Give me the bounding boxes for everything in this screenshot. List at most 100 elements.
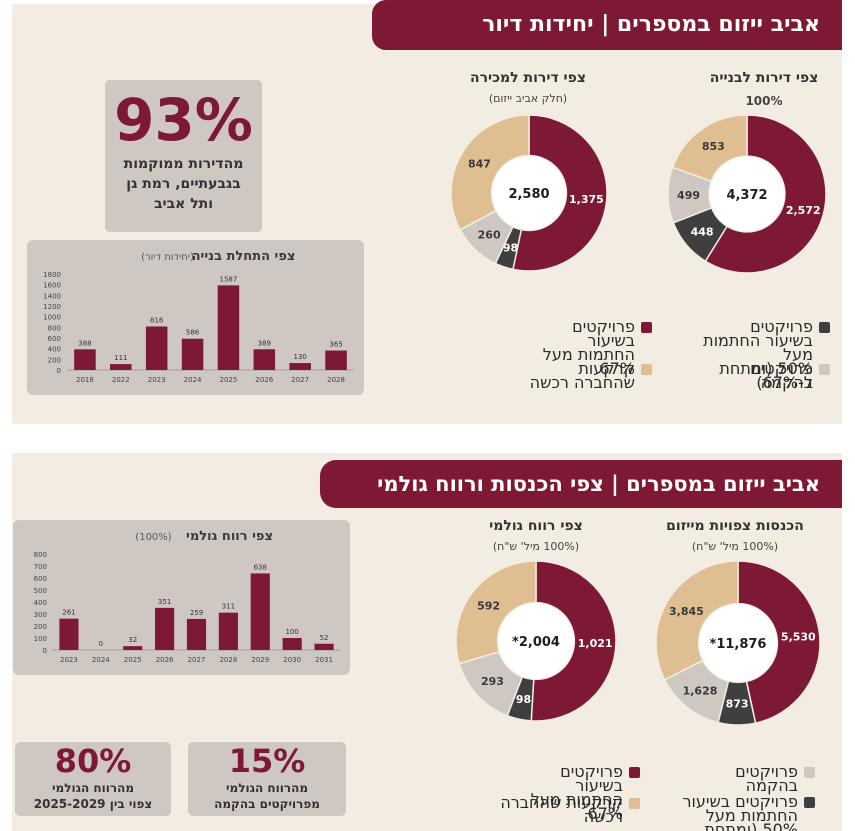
donut-slice-label-0: 2,572 bbox=[786, 204, 821, 217]
bar-2023 bbox=[145, 326, 168, 370]
donut-slice-label-3: 853 bbox=[702, 140, 725, 153]
legend-tan-bottom: קרקעות שהחברה רכשה bbox=[500, 795, 640, 825]
bar-chart-subtitle: (יחידות דיור) bbox=[141, 252, 194, 263]
x-tick-label: 2024 bbox=[92, 656, 110, 664]
bar-value-label: 0 bbox=[99, 640, 103, 648]
y-tick-label: 600 bbox=[34, 575, 47, 583]
bar-chart-profit: צפי רווח גולמי (100%) 0 100 200 300 400 500 600 7… bbox=[34, 529, 340, 664]
bar-value-label: 32 bbox=[128, 636, 137, 644]
bar-value-label: 638 bbox=[254, 563, 267, 571]
bottom-banner-title: אביב ייזום במספרים | צפי הכנסות ורווח גו… bbox=[320, 460, 842, 508]
legend-swatch-charcoal bbox=[804, 797, 815, 808]
donut-profit-title: צפי רווח גולמי bbox=[489, 518, 583, 534]
stat-93-value: 93% bbox=[114, 86, 253, 154]
stat-80-line1: מהרווח הגולמי bbox=[51, 781, 134, 795]
x-tick-label: 2028 bbox=[219, 656, 237, 664]
donut-slice-3 bbox=[671, 114, 748, 183]
donut-center-value: 2,580 bbox=[508, 187, 549, 202]
x-tick-label: 2031 bbox=[315, 656, 333, 664]
y-tick-label: 300 bbox=[34, 611, 47, 619]
stat-box-93: 93% מהדירות ממוקמות בגבעתיים, רמת גן ותל… bbox=[105, 80, 262, 232]
donut-hole bbox=[498, 603, 574, 679]
legend-gray-text: פרויקטים בהקמה bbox=[735, 762, 798, 795]
bar-chart-profit-box: צפי רווח גולמי (100%) 0 100 200 300 400 500 600 7… bbox=[13, 520, 350, 675]
x-tick-label: 2028 bbox=[327, 376, 345, 384]
bar-value-label: 261 bbox=[62, 609, 75, 617]
donut-slice-label-3: 592 bbox=[477, 600, 500, 613]
y-tick-label: 1800 bbox=[43, 271, 61, 279]
bar-value-label: 816 bbox=[150, 316, 164, 324]
legend-charcoal-line2: 50% (ומתחת ל-67%) bbox=[704, 820, 798, 831]
donut-chart-build: 2,572 448 499 853 4,372 bbox=[667, 114, 827, 274]
bar-chart-title: צפי רווח גולמי bbox=[186, 529, 273, 544]
x-tick-label: 2030 bbox=[283, 656, 301, 664]
bar-2027 bbox=[186, 618, 207, 650]
donut-slice-0 bbox=[530, 560, 617, 722]
legend-maroon-text: פרויקטים בשיעור החתמות מעל 67% bbox=[540, 319, 635, 377]
x-tick-label: 2027 bbox=[188, 656, 206, 664]
legend-tan-top: קרקעות שהחברה רכשה bbox=[515, 359, 652, 392]
bar-2018 bbox=[74, 349, 96, 370]
donut-slice-3 bbox=[455, 560, 537, 665]
stat-80-line2: צפוי בין 2025-2029 bbox=[33, 797, 153, 811]
bar-value-label: 365 bbox=[329, 341, 342, 349]
donut-slice-label-0: 1,375 bbox=[569, 193, 604, 206]
donut-build-subtitle: 100% bbox=[745, 94, 783, 108]
bar-2024 bbox=[181, 338, 204, 370]
bar-2022 bbox=[110, 364, 132, 370]
x-tick-label: 2023 bbox=[60, 656, 78, 664]
donut-slice-label-3: 3,845 bbox=[669, 605, 704, 618]
y-tick-label: 800 bbox=[48, 324, 61, 332]
bar-2028 bbox=[325, 350, 347, 370]
legend-swatch-charcoal bbox=[819, 322, 830, 333]
donut-slice-0 bbox=[704, 114, 827, 274]
donut-build-title: צפי דירות לבנייה bbox=[709, 70, 819, 86]
y-tick-label: 500 bbox=[34, 587, 47, 595]
bar-2029 bbox=[250, 573, 270, 650]
y-tick-label: 700 bbox=[34, 563, 47, 571]
donut-slice-label-2: 260 bbox=[478, 229, 501, 242]
donut-sale-title: צפי דירות למכירה bbox=[469, 70, 587, 86]
bar-2026 bbox=[253, 349, 276, 370]
top-banner-title: אביב ייזום במספרים | יחידות דיור bbox=[372, 0, 842, 50]
y-tick-label: 200 bbox=[48, 356, 61, 364]
legend-tan-text: קרקעות שהחברה רכשה bbox=[529, 359, 635, 392]
x-tick-label: 2026 bbox=[255, 376, 273, 384]
legend-swatch-gray bbox=[804, 767, 815, 778]
legend-maroon-bottom: פרויקטים בשיעור החתמות מעל 67% bbox=[522, 762, 640, 823]
legend-maroon-top: פרויקטים בשיעור החתמות מעל 67% bbox=[540, 319, 652, 377]
donut-center-value: *11,876 bbox=[710, 637, 767, 652]
stat-93-line1: מהדירות ממוקמות bbox=[123, 156, 244, 172]
bar-2027 bbox=[289, 363, 311, 370]
y-tick-label: 1200 bbox=[43, 303, 61, 311]
bar-2031 bbox=[314, 643, 334, 650]
y-tick-label: 1000 bbox=[43, 314, 61, 322]
donut-slice-label-1: 873 bbox=[726, 698, 749, 711]
donut-slice-3 bbox=[450, 114, 530, 231]
donut-slice-label-1: 98 bbox=[516, 693, 531, 706]
bar-value-label: 586 bbox=[186, 329, 200, 337]
legend-maroon-line2: החתמות מעל 67% bbox=[530, 790, 623, 823]
donut-slice-0 bbox=[512, 114, 608, 272]
x-tick-label: 2025 bbox=[124, 656, 142, 664]
bar-value-label: 52 bbox=[320, 634, 329, 642]
bar-value-label: 388 bbox=[78, 339, 91, 347]
legend-maroon-line1: פרויקטים בשיעור bbox=[560, 762, 623, 795]
bar-value-label: 259 bbox=[190, 609, 203, 617]
y-tick-label: 800 bbox=[34, 551, 47, 559]
legend-swatch-maroon bbox=[641, 322, 652, 333]
donut-hole bbox=[699, 604, 777, 682]
y-tick-label: 1600 bbox=[43, 282, 61, 290]
stat-93-line3: ותל אביב bbox=[153, 196, 214, 212]
bar-value-label: 389 bbox=[258, 339, 271, 347]
legend-swatch-tan bbox=[629, 798, 640, 809]
donut-slice-label-2: 293 bbox=[481, 675, 504, 688]
x-tick-label: 2018 bbox=[76, 376, 94, 384]
stat-93-line2: בגבעתיים, רמת גן bbox=[126, 176, 241, 192]
donut-slice-0 bbox=[737, 560, 821, 724]
donut-slice-3 bbox=[655, 560, 739, 681]
legend-charcoal-line1: פרויקטים בשיעור החתמות מעל bbox=[703, 317, 813, 364]
bar-2026 bbox=[155, 607, 175, 650]
